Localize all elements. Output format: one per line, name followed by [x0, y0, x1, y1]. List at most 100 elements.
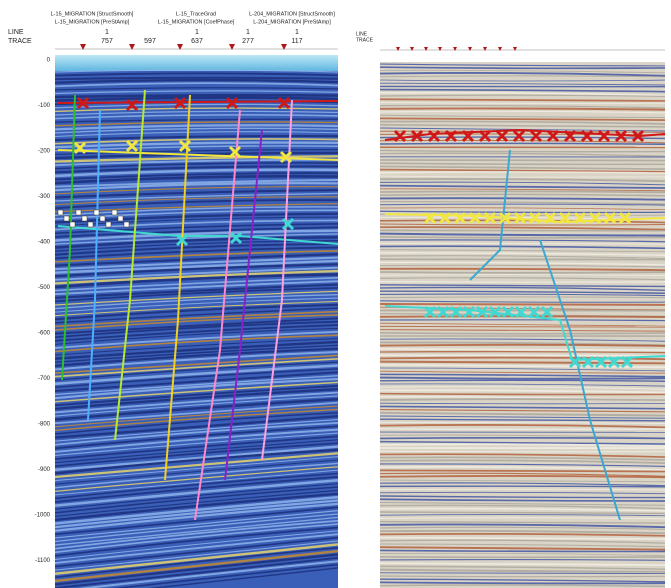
- pick-marker: [543, 211, 557, 225]
- right-reflector: [379, 343, 666, 347]
- right-reflector: [379, 184, 666, 189]
- right-reflector: [379, 459, 666, 464]
- right-reflector: [379, 107, 666, 111]
- depth-label: -1000: [35, 513, 51, 519]
- pick-marker: [558, 211, 572, 225]
- left-reflector: [54, 145, 339, 152]
- right-reflector: [379, 223, 666, 226]
- right-reflector: [379, 501, 666, 506]
- line-value: 1: [105, 29, 109, 36]
- left-reflector: [54, 414, 339, 439]
- right-reflector: [379, 82, 666, 86]
- left-reflector: [54, 134, 339, 142]
- right-reflector: [379, 546, 666, 551]
- well-path: [114, 89, 146, 441]
- left-reflector: [54, 510, 339, 539]
- left-reflector: [54, 536, 339, 568]
- left-reflector: [54, 76, 339, 81]
- pick-marker: [594, 355, 608, 369]
- right-reflector: [379, 511, 666, 515]
- right-reflector: [379, 319, 666, 322]
- trace-marker: [396, 47, 400, 51]
- right-reflector: [379, 379, 666, 382]
- right-reflector: [379, 290, 666, 294]
- column-header: L-15_MIGRATION [StructSmooth]: [51, 11, 134, 17]
- right-reflector: [379, 110, 666, 114]
- right-reflector: [379, 255, 666, 260]
- well-marker: [69, 221, 76, 228]
- trace-marker: [483, 47, 487, 51]
- pick-marker: [618, 211, 632, 225]
- pick-marker: [614, 129, 628, 143]
- left-reflector: [54, 459, 339, 485]
- left-reflector: [54, 155, 339, 163]
- left-reflector: [54, 519, 339, 550]
- left-reflector: [54, 530, 339, 560]
- right-reflector: [379, 152, 666, 158]
- left-reflector: [54, 96, 339, 102]
- right-reflector: [379, 188, 666, 192]
- well-path: [61, 94, 76, 381]
- right-reflector: [379, 120, 666, 125]
- left-top-band: [55, 55, 338, 71]
- right-reflector: [379, 245, 666, 250]
- right-reflector: [379, 338, 666, 342]
- right-reflector: [379, 162, 666, 166]
- left-reflector: [54, 435, 339, 460]
- left-reflector: [54, 540, 339, 571]
- left-reflector: [54, 357, 339, 378]
- left-reflector: [54, 124, 339, 131]
- left-reflector: [54, 553, 339, 586]
- pick-marker: [631, 129, 645, 143]
- left-reflector: [54, 368, 339, 389]
- well-marker: [123, 221, 130, 228]
- left-reflector: [54, 523, 339, 554]
- right-reflector: [379, 69, 666, 74]
- right-reflector: [379, 581, 666, 585]
- well-path: [469, 149, 511, 281]
- left-reflector: [54, 432, 339, 457]
- right-reflector: [379, 495, 666, 499]
- right-reflector: [379, 383, 666, 387]
- pick-marker: [483, 211, 497, 225]
- left-reflector: [54, 233, 339, 245]
- right-reflector: [379, 536, 666, 540]
- right-reflector: [379, 485, 666, 488]
- depth-label: -300: [38, 194, 51, 200]
- pick-marker: [513, 211, 527, 225]
- left-reflector: [54, 314, 339, 331]
- trace-marker: [80, 44, 86, 50]
- pick-marker: [620, 355, 634, 369]
- right-reflector: [379, 207, 666, 211]
- pick-marker: [529, 129, 543, 143]
- pick-marker: [607, 355, 621, 369]
- left-reflector: [54, 513, 339, 543]
- well-path: [539, 239, 621, 521]
- right-reflector: [379, 532, 666, 537]
- left-reflector: [54, 158, 339, 167]
- well-marker: [63, 215, 70, 222]
- right-reflector: [379, 402, 666, 405]
- left-reflector: [54, 141, 339, 149]
- left-reflector: [54, 229, 339, 242]
- right-reflector: [379, 405, 666, 410]
- horizon: [57, 225, 339, 245]
- left-reflector: [54, 294, 339, 310]
- right-reflector: [379, 193, 666, 197]
- right-reflector: [379, 242, 666, 245]
- left-reflector: [54, 391, 339, 414]
- pick-marker: [178, 139, 192, 153]
- right-reflector: [379, 168, 666, 173]
- well-marker: [105, 221, 112, 228]
- pick-marker: [393, 129, 407, 143]
- trace-marker: [468, 47, 472, 51]
- left-reflector: [54, 422, 339, 446]
- left-reflector: [54, 411, 339, 435]
- right-reflector: [379, 386, 666, 390]
- left-reflector: [146, 567, 339, 588]
- pick-marker: [528, 211, 542, 225]
- left-reflector: [54, 439, 339, 464]
- right-reflector: [379, 504, 666, 510]
- right-reflector: [379, 498, 666, 502]
- left-reflector: [54, 475, 339, 503]
